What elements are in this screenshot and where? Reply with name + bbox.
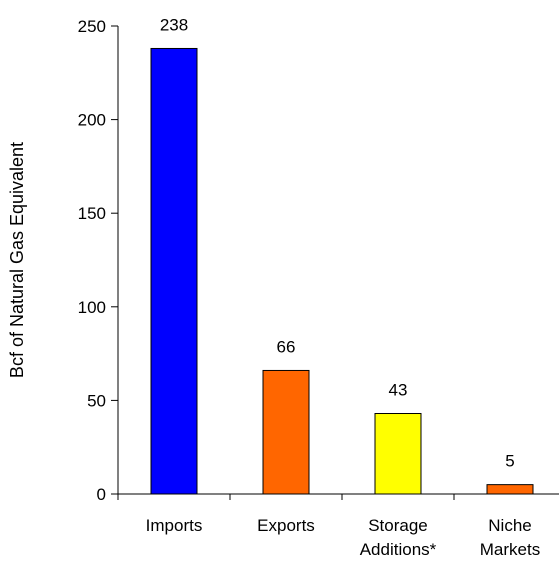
y-tick-label: 200 [78,111,106,130]
data-label: 238 [160,15,188,34]
y-tick-label: 150 [78,204,106,223]
x-category-label: Storage Additions* [360,516,437,559]
x-category-label: Imports [146,516,203,535]
y-axis: 0 50 100 150 200 250 [78,17,119,504]
x-category-label: Exports [257,516,315,535]
data-label: 5 [505,452,514,471]
y-tick-label: 0 [97,485,106,504]
y-axis-title: Bcf of Natural Gas Equivalent [7,142,27,378]
bars: 238 66 43 5 [150,15,534,495]
y-tick-label: 250 [78,17,106,36]
bar [150,47,198,495]
x-axis: Imports Exports Storage Additions* Niche Mark… [117,493,559,559]
y-tick-label: 100 [78,298,106,317]
data-label: 43 [389,381,408,400]
data-label: 66 [277,337,296,356]
bar [486,484,534,495]
x-category-label: Niche Markets [480,516,540,559]
bar [374,413,422,495]
bar [262,369,310,495]
y-tick-label: 50 [87,391,106,410]
